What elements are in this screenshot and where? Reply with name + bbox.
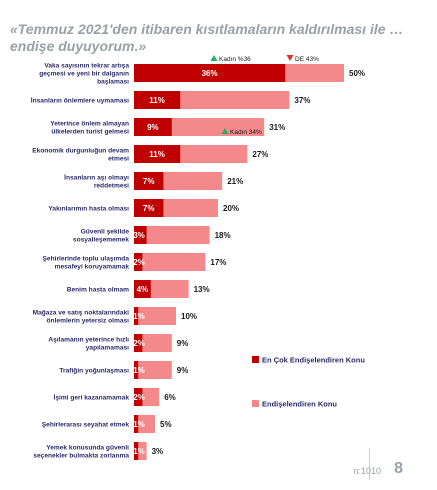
annotation-label: Kadın %36 (219, 56, 251, 63)
dark-value-label: 11% (149, 150, 165, 159)
dark-value-label: 3% (133, 231, 145, 240)
bar-dark (134, 415, 139, 433)
page-number: 8 (394, 460, 403, 477)
bar-light (134, 415, 155, 433)
dark-value-label: 2% (133, 393, 145, 402)
category-label: Şehirlerarası seyahat etmek (42, 422, 130, 429)
total-value-label: 13% (194, 285, 210, 294)
bar-dark (134, 253, 143, 271)
dark-value-label: 7% (143, 204, 155, 213)
total-value-label: 9% (177, 366, 189, 375)
bar-dark (134, 64, 286, 82)
total-value-label: 20% (223, 204, 239, 213)
dark-value-label: 1% (133, 447, 145, 456)
arrow-up-icon (210, 55, 218, 61)
sample-size: n:1010 (353, 466, 381, 476)
dark-value-label: 1% (133, 366, 145, 375)
total-value-label: 31% (269, 123, 285, 132)
category-label: Mağaza ve satış noktalarındaki önlemlerin… (33, 310, 130, 325)
total-value-label: 18% (215, 231, 231, 240)
category-label: İşimi geri kazanamamak (53, 394, 129, 402)
arrow-up-icon (221, 128, 229, 134)
bar-light (134, 253, 206, 271)
dark-value-label: 4% (137, 285, 149, 294)
legend-swatch (252, 356, 259, 363)
bar-light (134, 334, 172, 352)
total-value-label: 5% (160, 420, 172, 429)
bar-light (134, 226, 210, 244)
category-label: Trafiğin yoğunlaşması (59, 368, 129, 375)
category-label: Benim hasta olmam (67, 287, 129, 294)
category-label: Yakınlarımın hasta olması (48, 206, 129, 213)
category-label: Vaka sayısının tekrar artışa geçmesi ve y… (39, 63, 129, 86)
dark-value-label: 11% (149, 96, 165, 105)
category-label: İnsanların aşı olmayı reddetmesi (64, 174, 129, 190)
total-value-label: 6% (164, 393, 176, 402)
total-value-label: 37% (294, 96, 310, 105)
category-label: Şehirlerinde toplu ulaşımda mesafeyi koru… (43, 256, 130, 271)
annotation-label: Kadın 34% (230, 129, 262, 136)
total-value-label: 17% (210, 258, 226, 267)
bar-dark (134, 334, 143, 352)
bar-dark (134, 172, 164, 190)
dark-value-label: 7% (143, 177, 155, 186)
dark-value-label: 1% (133, 420, 145, 429)
legend-label: Endişelendiren Konu (262, 400, 337, 409)
total-value-label: 50% (349, 69, 365, 78)
total-value-label: 10% (181, 312, 197, 321)
dark-value-label: 2% (133, 258, 145, 267)
bar-dark (134, 361, 139, 379)
category-label: Yemek konusunda güvenli seçenekler bulmak… (33, 445, 129, 460)
bar-dark (134, 280, 151, 298)
legend-swatch (252, 400, 259, 407)
dark-value-label: 2% (133, 339, 145, 348)
total-value-label: 27% (252, 150, 268, 159)
bar-dark (134, 91, 181, 109)
category-label: Aşılamanın yeterince hızlı yapılamaması (48, 337, 129, 352)
category-label: Güvenli şekilde sosyalleşememek (73, 229, 129, 244)
chart-title: «Temmuz 2021'den itibaren kısıtlamaların… (10, 21, 404, 54)
bar-light (134, 361, 172, 379)
category-label: Yeterince önlem almayan ülkelerden turist… (50, 121, 129, 136)
category-label: Ekonomik durgunluğun devam etmesi (32, 148, 129, 163)
bar-dark (134, 226, 147, 244)
bar-dark (134, 118, 172, 136)
bar-dark (134, 307, 139, 325)
dark-value-label: 1% (133, 312, 145, 321)
category-label: İnsanların önlemlere uymaması (31, 97, 129, 105)
dark-value-label: 9% (147, 123, 159, 132)
bar-dark (134, 442, 139, 460)
total-value-label: 3% (152, 447, 164, 456)
bar-dark (134, 388, 143, 406)
bar-dark (134, 199, 164, 217)
arrow-down-icon (286, 55, 294, 61)
total-value-label: 21% (227, 177, 243, 186)
dark-value-label: 36% (202, 69, 218, 78)
annotation-label: DE 43% (295, 56, 319, 63)
legend-label: En Çok Endişelendiren Konu (262, 356, 365, 365)
bar-light (134, 307, 176, 325)
total-value-label: 9% (177, 339, 189, 348)
bar-dark (134, 145, 181, 163)
footer-divider (369, 448, 370, 480)
